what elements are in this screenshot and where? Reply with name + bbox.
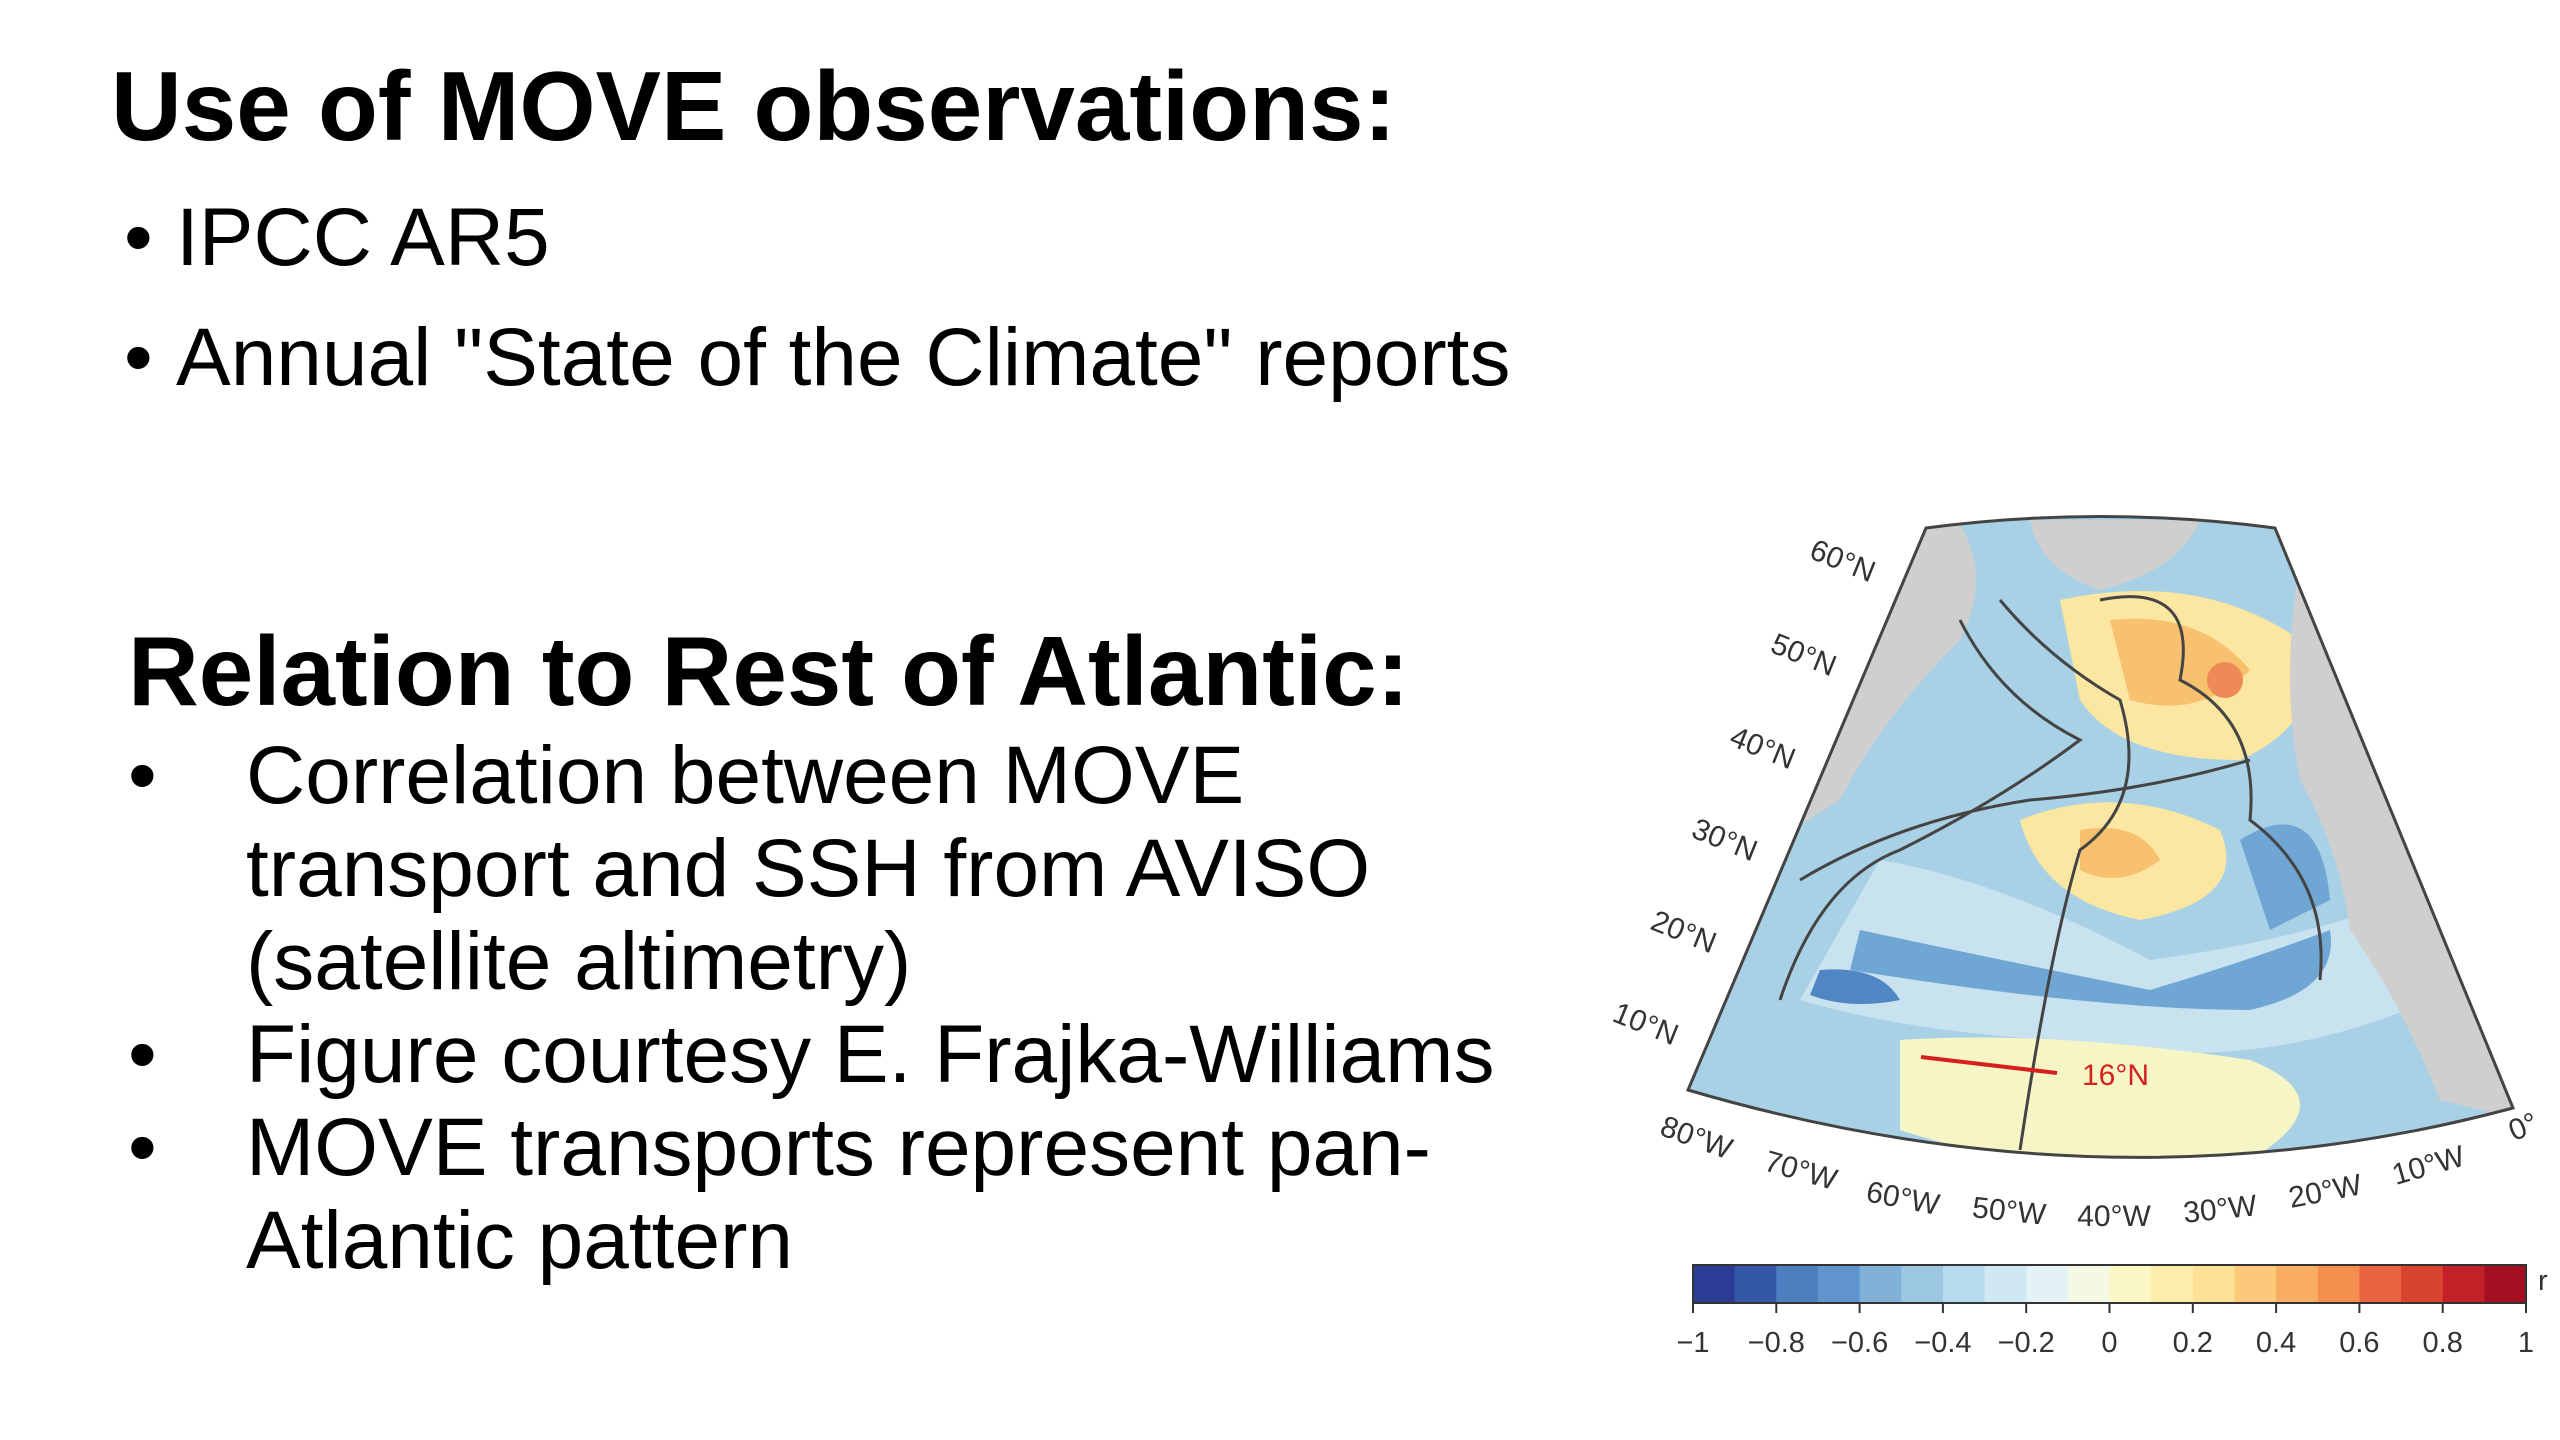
lat-label: 50°N <box>1766 627 1841 683</box>
bullet-text: Figure courtesy E. Frajka-Williams <box>246 1009 1494 1100</box>
bullet-text: transport and SSH from AVISO <box>246 823 1370 914</box>
lon-label: 40°W <box>2077 1200 2151 1233</box>
colorbar-segment <box>2484 1265 2527 1303</box>
colorbar-tick-label: 0.6 <box>2339 1327 2379 1359</box>
heading: Use of MOVE observations: <box>111 51 1396 161</box>
colorbar-tick-label: 0.4 <box>2256 1327 2296 1359</box>
colorbar-segment <box>1693 1265 1736 1303</box>
colorbar-segment <box>1859 1265 1902 1303</box>
lon-label: 50°W <box>1971 1191 2048 1232</box>
lon-label: 80°W <box>1656 1110 1737 1166</box>
colorbar-tick-label: 0 <box>2101 1327 2117 1359</box>
colorbar-segment <box>1776 1265 1819 1303</box>
colorbar-tick-label: −0.4 <box>1914 1327 1971 1359</box>
colorbar-tick-label: 0.2 <box>2173 1327 2213 1359</box>
lon-label: 30°W <box>2182 1189 2259 1230</box>
colorbar-segment <box>2401 1265 2444 1303</box>
colorbar-tick-label: 1 <box>2518 1327 2534 1359</box>
bullet-dot: • <box>124 312 153 403</box>
colorbar-segment <box>1984 1265 2027 1303</box>
lon-label: 60°W <box>1863 1175 1942 1222</box>
lon-label: 20°W <box>2286 1168 2365 1215</box>
lat-label: 60°N <box>1805 533 1880 589</box>
colorbar-segment <box>2359 1265 2402 1303</box>
annotation: 16°N <box>2082 1059 2149 1092</box>
colorbar-segment <box>2109 1265 2152 1303</box>
bullet-text: (satellite altimetry) <box>246 916 911 1007</box>
colorbar-segment <box>2067 1265 2110 1303</box>
lat-label: 30°N <box>1687 812 1762 868</box>
lon-label: 0° <box>2504 1107 2543 1148</box>
lat-label: 40°N <box>1725 720 1800 776</box>
bullet-dot: • <box>124 192 153 283</box>
colorbar-segment <box>2234 1265 2277 1303</box>
colorbar: −1 −0.8 −0.6 −0.4 −0.2 0 0.2 0.4 0.6 0.8 1 <box>1676 1264 2534 1359</box>
colorbar-segment <box>2192 1265 2235 1303</box>
colorbar-label: r <box>2538 1265 2548 1297</box>
heading: Relation to Rest of Atlantic: <box>128 616 1409 726</box>
colorbar-tick-label: 0.8 <box>2423 1327 2463 1359</box>
lon-label: 70°W <box>1761 1145 1842 1197</box>
lon-label: 10°W <box>2388 1140 2469 1192</box>
bullet-text: Atlantic pattern <box>246 1195 793 1286</box>
colorbar-segment <box>1901 1265 1944 1303</box>
map-frame <box>1685 515 2516 1159</box>
colorbar-tick-label: −0.2 <box>1998 1327 2055 1359</box>
map <box>1688 516 2513 1158</box>
bullet-text: Annual "State of the Climate" reports <box>176 312 1510 403</box>
bullet-text: IPCC AR5 <box>176 192 550 283</box>
colorbar-segment <box>1942 1265 1986 1303</box>
bullet-text: MOVE transports represent pan- <box>246 1102 1431 1193</box>
bullet-dot: • <box>128 1102 157 1193</box>
colorbar-segment <box>2442 1265 2485 1303</box>
colorbar-segment <box>2026 1265 2069 1303</box>
bullet-dot: • <box>128 730 157 821</box>
colorbar-segment <box>2276 1265 2319 1303</box>
lat-label: 10°N <box>1608 996 1683 1052</box>
colorbar-segment <box>2151 1265 2194 1303</box>
colorbar-tick-label: −1 <box>1676 1327 1709 1359</box>
colorbar-tick-label: −0.8 <box>1748 1327 1805 1359</box>
colorbar-segment <box>1734 1265 1777 1303</box>
colorbar-segment <box>1817 1265 1861 1303</box>
bullet-dot: • <box>128 1009 157 1100</box>
colorbar-segment <box>2317 1265 2360 1303</box>
colorbar-tick-label: −0.6 <box>1831 1327 1888 1359</box>
bullet-text: Correlation between MOVE <box>246 730 1244 821</box>
lat-label: 20°N <box>1646 904 1721 960</box>
